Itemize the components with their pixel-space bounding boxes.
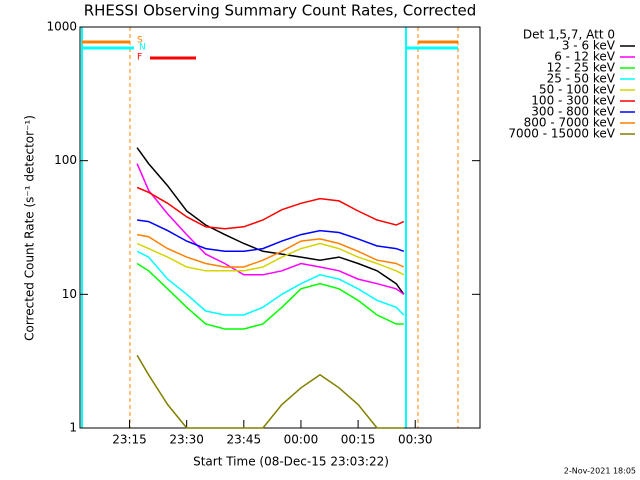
footer: 2-Nov-2021 18:05	[564, 467, 636, 476]
legend-label: 6 - 12 keV	[554, 50, 616, 64]
x-tick-label: 00:00	[284, 433, 319, 447]
series-line	[136, 163, 405, 295]
y-tick-label: 100	[54, 153, 77, 167]
chart-title: RHESSI Observing Summary Count Rates, Co…	[84, 2, 477, 20]
x-tick-label: 00:15	[341, 433, 376, 447]
y-tick-label: 10	[62, 287, 77, 301]
y-axis-label: Corrected Count Rate (s⁻¹ detector⁻¹)	[23, 115, 37, 341]
flag-label: N	[139, 43, 146, 53]
flag-label: S	[137, 36, 143, 46]
x-tick-label: 23:15	[112, 433, 147, 447]
legend-title: Det 1,5,7, Att 0	[523, 28, 615, 42]
legend-label: 7000 - 15000 keV	[508, 127, 615, 141]
legend-label: 100 - 300 keV	[531, 94, 615, 108]
plot-frame	[79, 26, 481, 429]
series-line	[136, 219, 405, 253]
series-line	[136, 354, 404, 429]
series-line	[136, 242, 405, 276]
x-tick-label: 23:45	[227, 433, 262, 447]
x-tick-label: 23:30	[169, 433, 204, 447]
y-tick-label: 1	[69, 421, 77, 435]
legend-label: 12 - 25 keV	[547, 61, 616, 75]
series-line	[136, 186, 405, 230]
series-line	[136, 262, 404, 330]
x-axis-label: Start Time (08-Dec-15 23:03:22)	[193, 455, 389, 469]
legend-label: 3 - 6 keV	[562, 39, 616, 53]
series-line	[136, 233, 405, 268]
x-tick-label: 00:30	[398, 433, 433, 447]
legend-label: 300 - 800 keV	[531, 105, 615, 119]
legend-label: 25 - 50 keV	[547, 72, 616, 86]
flag-label: F	[137, 53, 142, 63]
y-tick-label: 1000	[46, 20, 77, 34]
series-line	[136, 147, 405, 295]
legend-label: 50 - 100 keV	[539, 83, 616, 97]
series-line	[136, 250, 405, 316]
legend-label: 800 - 7000 keV	[524, 116, 616, 130]
